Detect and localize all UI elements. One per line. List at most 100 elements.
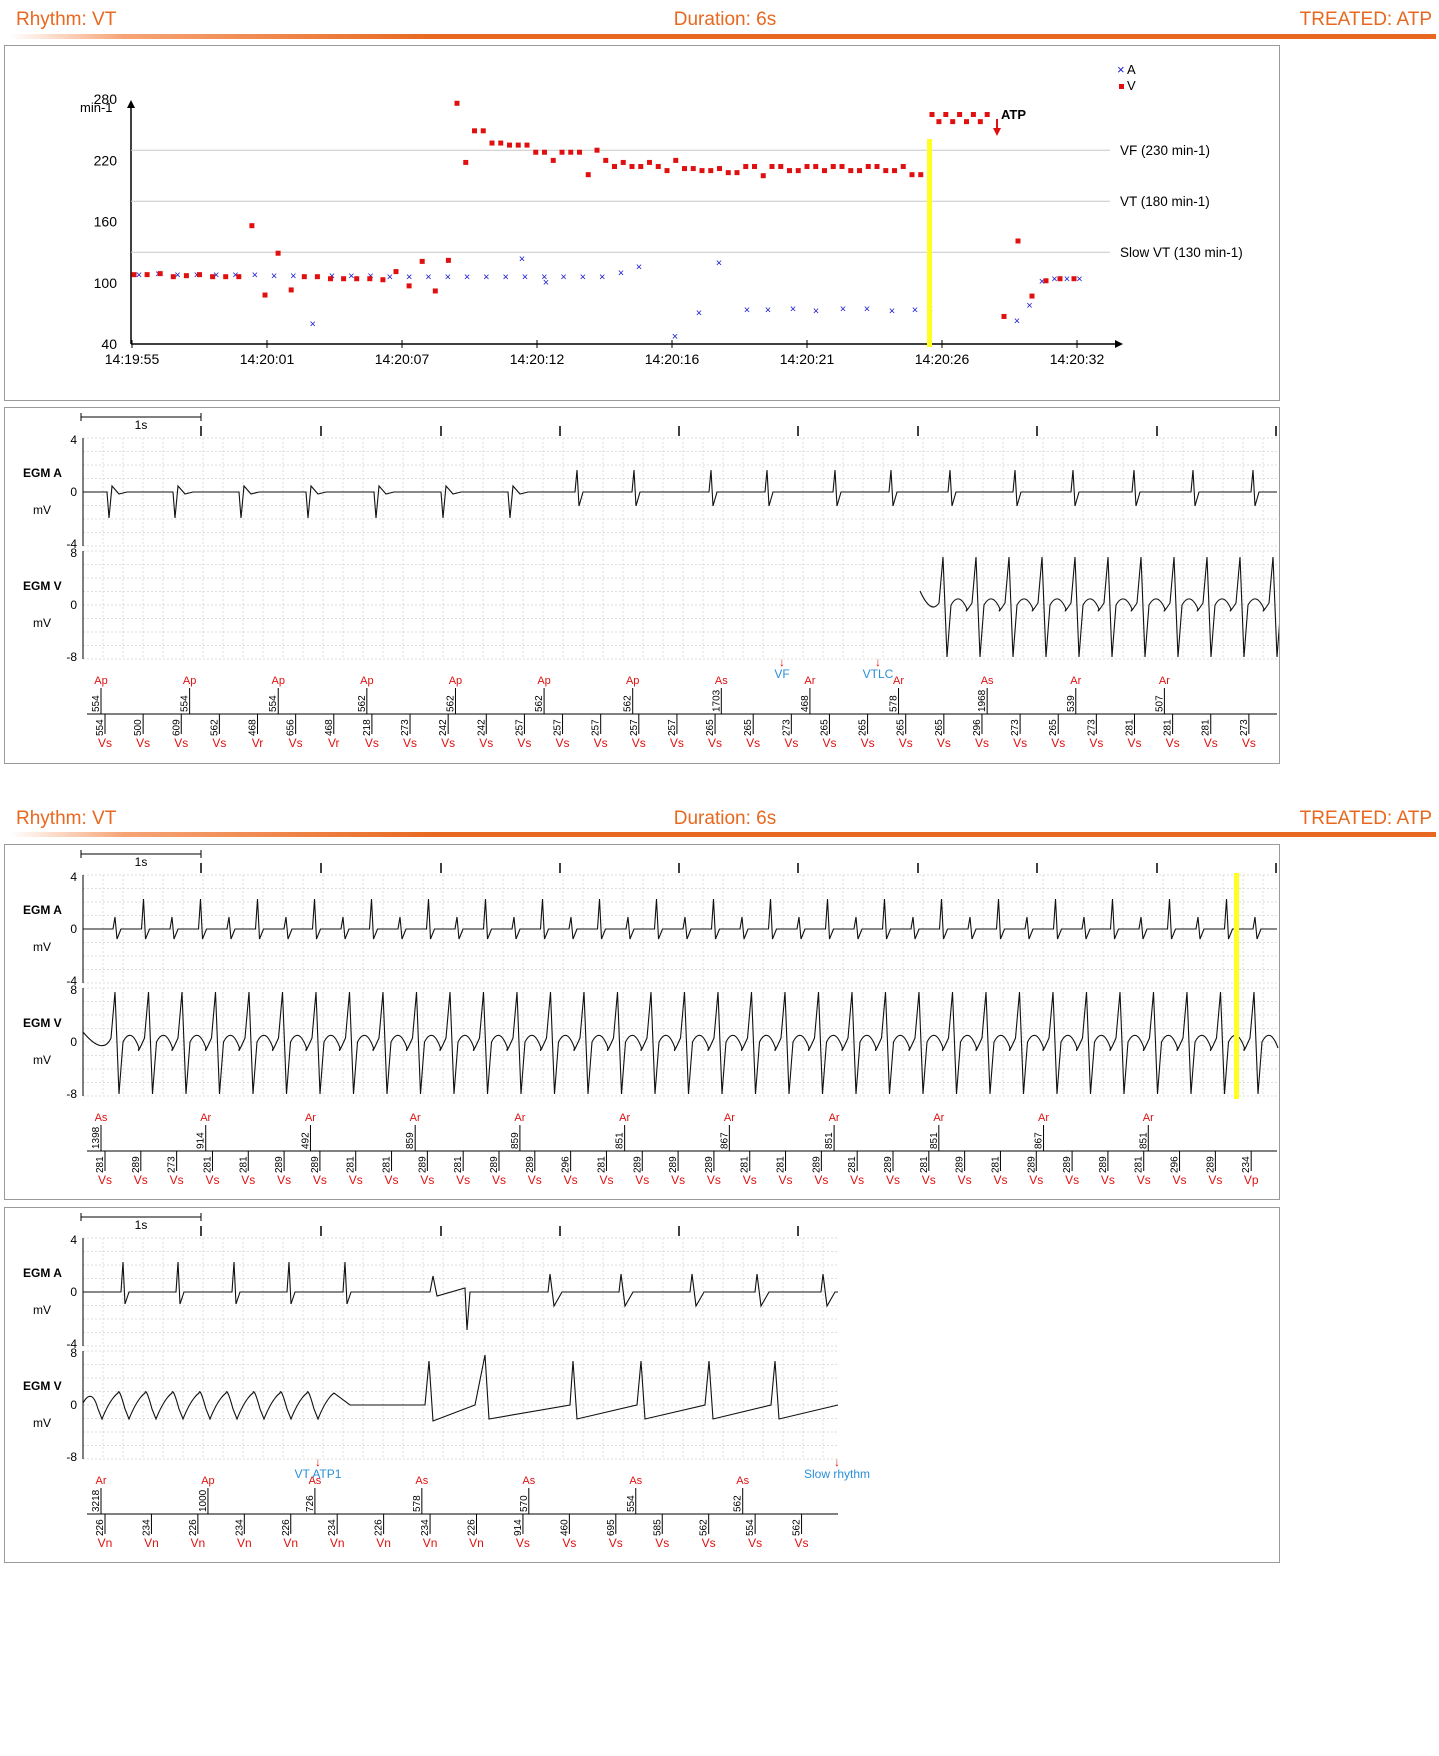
event-label: Ar xyxy=(96,1475,107,1487)
event-label: Vs xyxy=(98,1173,112,1187)
event-label: Vs xyxy=(564,1173,578,1187)
v-point xyxy=(1071,276,1077,282)
event-label: Vs xyxy=(349,1173,363,1187)
duration-label: Duration: 6s xyxy=(673,9,777,30)
event-label: Vs xyxy=(98,736,112,750)
interval-label: 562 xyxy=(623,695,634,712)
a-point: × xyxy=(502,272,508,284)
v-point xyxy=(929,112,935,117)
interval-label: 468 xyxy=(248,719,259,736)
event-label: Vs xyxy=(1204,736,1218,750)
interval-label: 289 xyxy=(704,1156,715,1173)
a-point: × xyxy=(696,307,702,319)
interval-label: 562 xyxy=(534,695,545,712)
v-point xyxy=(533,149,539,155)
a-point: × xyxy=(543,277,549,289)
interval-label: 281 xyxy=(990,1156,1001,1173)
interval-label: 695 xyxy=(606,1519,617,1536)
a-point: × xyxy=(672,331,678,343)
x-tick-label: 14:20:21 xyxy=(780,351,835,367)
v-point xyxy=(708,168,714,174)
v-point xyxy=(813,164,819,170)
v-point xyxy=(367,276,373,282)
rate-trend-chart: min-1 40 100 160 220 280 VF (230 min-1) VT (180… xyxy=(80,62,1243,367)
atp-arrow-head xyxy=(993,128,1001,136)
v-point xyxy=(682,166,687,172)
interval-label: 289 xyxy=(1205,1156,1216,1173)
event-label: Vn xyxy=(191,1536,206,1550)
episode-header: Rhythm: VT Duration: 6s TREATED: ATP xyxy=(14,9,1436,31)
event-label: Vs xyxy=(899,736,913,750)
interval-label: 242 xyxy=(438,719,449,736)
v-point xyxy=(197,272,202,278)
a-point: × xyxy=(252,270,258,282)
event-label: Vs xyxy=(479,736,493,750)
interval-label: 257 xyxy=(514,719,525,736)
x-tick-label: 14:20:12 xyxy=(510,351,565,367)
interval-label: 242 xyxy=(476,719,487,736)
event-label: Vs xyxy=(205,1173,219,1187)
event-label: Vs xyxy=(1137,1173,1151,1187)
egm-a-trace xyxy=(83,469,1277,519)
interval-label: 257 xyxy=(591,719,602,736)
event-label: Vs xyxy=(556,736,570,750)
v-point xyxy=(354,276,360,282)
event-label: Ap xyxy=(449,675,462,687)
scale-bar-label: 1s xyxy=(135,1218,148,1232)
interval-label: 226 xyxy=(281,1519,292,1536)
v-point xyxy=(743,164,749,170)
interval-label: 562 xyxy=(445,695,456,712)
v-point xyxy=(223,274,229,280)
event-label: Ar xyxy=(1159,675,1170,687)
v-point xyxy=(498,140,504,146)
rhythm-label: Rhythm: VT xyxy=(16,808,117,829)
scale-bar-label: 1s xyxy=(135,418,148,432)
event-label: Vs xyxy=(702,1536,716,1550)
event-label: Vn xyxy=(144,1536,159,1550)
v-point xyxy=(341,276,347,282)
interval-label: 851 xyxy=(615,1132,626,1149)
channel-unit: mV xyxy=(33,503,51,517)
v-point xyxy=(594,147,600,153)
interval-label: 507 xyxy=(1154,695,1165,712)
event-label: Vs xyxy=(289,736,303,750)
interval-label: 289 xyxy=(1026,1156,1037,1173)
event-label: Vs xyxy=(1089,736,1103,750)
channel-label-v: EGM V xyxy=(23,579,62,593)
v-point xyxy=(489,140,495,146)
interval-label: 281 xyxy=(776,1156,787,1173)
interval-label: 867 xyxy=(719,1132,730,1149)
channel-tick: 0 xyxy=(70,1035,77,1049)
interval-label: 554 xyxy=(180,695,191,712)
v-point xyxy=(769,164,775,170)
event-label: Vs xyxy=(632,736,646,750)
v-point xyxy=(936,119,942,125)
x-axis-arrow xyxy=(1115,340,1123,348)
interval-label: 851 xyxy=(1138,1132,1149,1149)
a-point: × xyxy=(194,270,200,282)
zone-label: Slow VT (130 min-1) xyxy=(1120,245,1243,260)
interval-label: 289 xyxy=(417,1156,428,1173)
a-point: × xyxy=(522,272,528,284)
interval-label: 554 xyxy=(95,719,106,736)
interval-label: 273 xyxy=(167,1156,178,1173)
v-point xyxy=(577,149,582,155)
v-point xyxy=(170,274,176,280)
interval-label: 281 xyxy=(919,1156,930,1173)
a-point: × xyxy=(387,272,393,284)
a-point: × xyxy=(271,271,277,283)
event-label: As xyxy=(308,1475,321,1487)
v-point xyxy=(515,142,521,148)
marker-label: VT ATP1 xyxy=(295,1467,342,1481)
v-point xyxy=(795,168,801,174)
interval-label: 562 xyxy=(792,1519,803,1536)
interval-label: 296 xyxy=(972,719,983,736)
channel-label-a: EGM A xyxy=(23,466,62,480)
event-label: Vs xyxy=(385,1173,399,1187)
channel-tick: -8 xyxy=(66,1087,77,1101)
event-label: Vn xyxy=(423,1536,438,1550)
event-label: Ap xyxy=(183,675,196,687)
a-point: × xyxy=(599,272,605,284)
event-label: Vs xyxy=(958,1173,972,1187)
v-point xyxy=(655,164,661,170)
